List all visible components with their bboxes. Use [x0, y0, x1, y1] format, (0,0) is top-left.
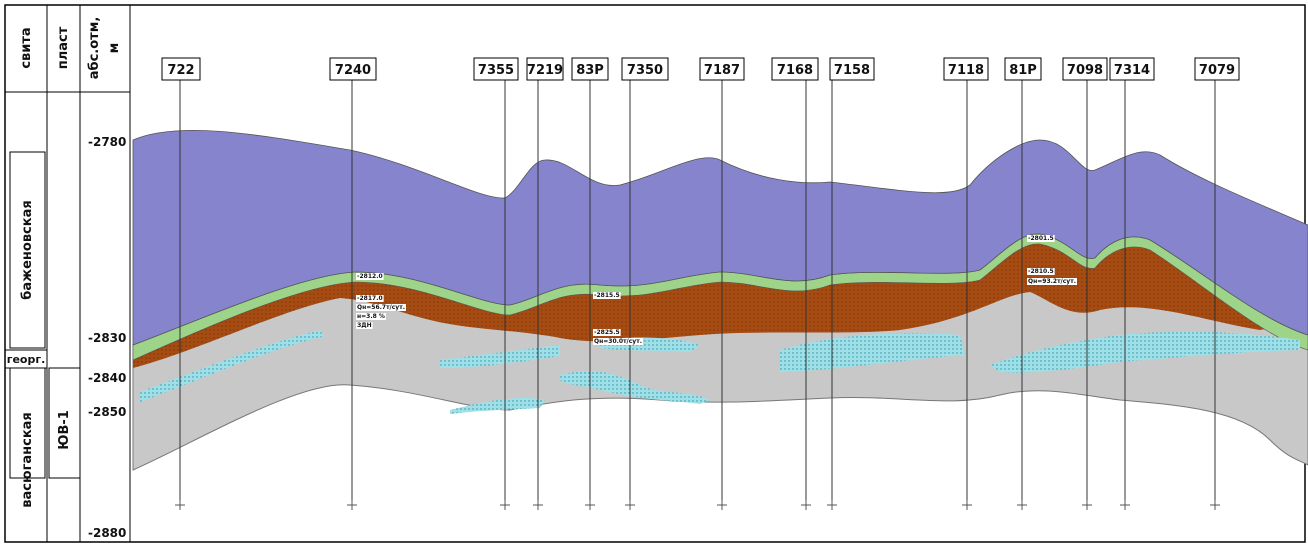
annotation: Qн=30.0т/сут. [594, 338, 642, 345]
annotation: -2801.5 [1028, 235, 1054, 242]
annotation-bg [593, 292, 621, 299]
well-symbol [717, 500, 727, 510]
formation: баженовская [20, 200, 35, 299]
well-symbol [1210, 500, 1220, 510]
annotation-bg [593, 329, 621, 336]
well-symbol [1120, 500, 1130, 510]
well-box [1109, 57, 1155, 81]
well-label: 7240 [335, 63, 371, 78]
well-label: 7314 [1114, 63, 1150, 78]
cell [9, 367, 46, 479]
annotation-bg [1027, 235, 1055, 242]
well-box [771, 57, 819, 81]
depth-label: -2880 [88, 526, 126, 540]
annotation: -2812.0 [357, 273, 383, 280]
header: м [107, 43, 122, 54]
annotation-bg [1027, 268, 1055, 275]
well-symbol [962, 500, 972, 510]
layer: ЮВ-1 [57, 410, 72, 450]
annotation-bg [593, 338, 643, 345]
annotation-bg [356, 304, 406, 311]
well-symbol [175, 500, 185, 510]
annotation: Qн=56.7т/сут. [357, 304, 405, 311]
well-box [526, 57, 564, 81]
annotation-bg [356, 295, 384, 302]
well-symbol [585, 500, 595, 510]
purple-layer [132, 129, 1308, 346]
depth-label: -2830 [88, 331, 126, 345]
formation: георг. [7, 353, 46, 366]
well-label: 83Р [576, 63, 604, 78]
well-box [571, 57, 609, 81]
header: абс.отм, [87, 17, 102, 80]
well-box [621, 57, 669, 81]
well-box [473, 57, 519, 81]
cell [9, 151, 46, 349]
well-symbol [827, 500, 837, 510]
header: пласт [56, 26, 71, 69]
well-symbol [347, 500, 357, 510]
brown-layer [133, 243, 1270, 368]
well-symbol [1082, 500, 1092, 510]
annotation: н=3.8 % [357, 313, 385, 320]
formation: васюганская [20, 412, 35, 508]
well-label: 7098 [1067, 63, 1103, 78]
annotation: Qн=93.2т/сут. [1028, 278, 1076, 285]
sand-lenses [140, 330, 1300, 414]
well-box [1004, 57, 1042, 81]
depth-label: -2850 [88, 405, 126, 419]
well-label: 7158 [834, 63, 870, 78]
well-label: 7350 [627, 63, 663, 78]
well-box [699, 57, 745, 81]
well-symbol [533, 500, 543, 510]
well-label: 7187 [704, 63, 740, 78]
annotation-bg [1027, 278, 1077, 285]
well-label: 7355 [478, 63, 514, 78]
annotation: -2815.5 [594, 292, 620, 299]
well-box [1062, 57, 1108, 81]
well-label: 7079 [1199, 63, 1235, 78]
annotation-bg [356, 273, 384, 280]
well-symbol [801, 500, 811, 510]
well-label: 81Р [1009, 63, 1037, 78]
annotation: -2817.0 [357, 295, 383, 302]
well-symbol [1017, 500, 1027, 510]
well-label: 7168 [777, 63, 813, 78]
annotation-bg [356, 322, 373, 329]
annotation: -2825.5 [594, 329, 620, 336]
depth-label: -2840 [88, 371, 126, 385]
depth-label: -2780 [88, 135, 126, 149]
annotation: ЗДН [357, 322, 372, 329]
well-box [329, 57, 377, 81]
well-label: 722 [167, 63, 194, 78]
well-label: 7219 [527, 63, 563, 78]
well-box [161, 57, 201, 81]
well-box [829, 57, 875, 81]
well-label: 7118 [948, 63, 984, 78]
well-symbol [500, 500, 510, 510]
annotation: -2810.5 [1028, 268, 1054, 275]
header: свита [19, 27, 34, 68]
cell [48, 367, 81, 479]
annotation-bg [356, 313, 386, 320]
well-box [1194, 57, 1240, 81]
well-box [943, 57, 989, 81]
well-symbol [625, 500, 635, 510]
